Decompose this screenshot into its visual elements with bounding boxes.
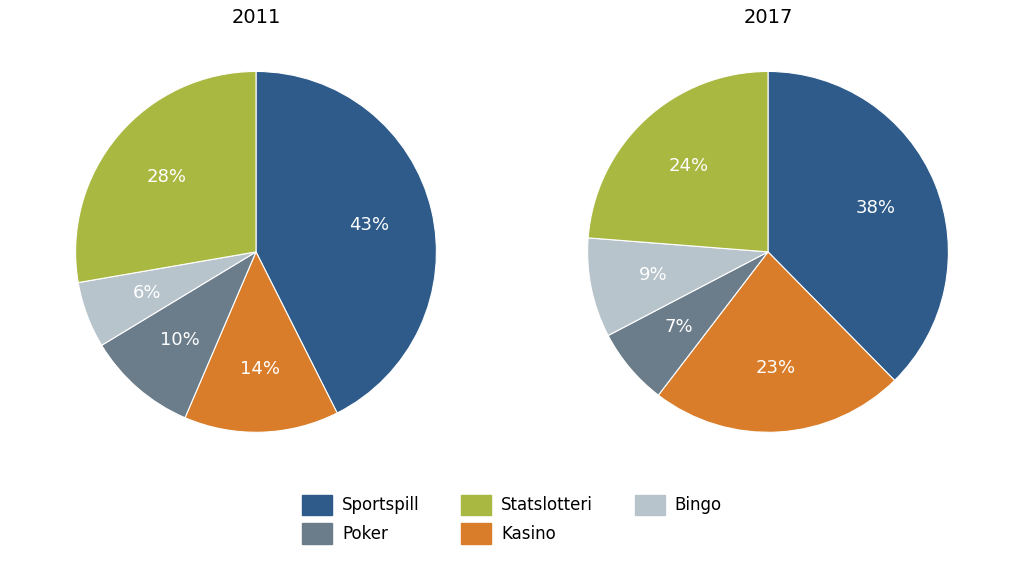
Wedge shape [768,71,948,380]
Wedge shape [76,71,256,282]
Text: 24%: 24% [669,157,709,175]
Wedge shape [101,252,256,418]
Title: 2011: 2011 [231,8,281,27]
Text: 43%: 43% [349,216,390,234]
Wedge shape [608,252,768,395]
Wedge shape [78,252,256,345]
Wedge shape [256,71,436,413]
Wedge shape [185,252,337,432]
Text: 6%: 6% [132,284,161,302]
Wedge shape [658,252,895,432]
Text: 23%: 23% [755,359,796,378]
Text: 10%: 10% [160,331,200,349]
Text: 38%: 38% [856,199,896,217]
Text: 14%: 14% [240,359,280,378]
Text: 28%: 28% [146,168,186,186]
Text: 9%: 9% [639,267,668,284]
Legend: Sportspill, Poker, Statslotteri, Kasino, Bingo: Sportspill, Poker, Statslotteri, Kasino,… [294,486,730,552]
Wedge shape [588,71,768,252]
Title: 2017: 2017 [743,8,793,27]
Wedge shape [588,238,768,336]
Text: 7%: 7% [665,318,693,336]
